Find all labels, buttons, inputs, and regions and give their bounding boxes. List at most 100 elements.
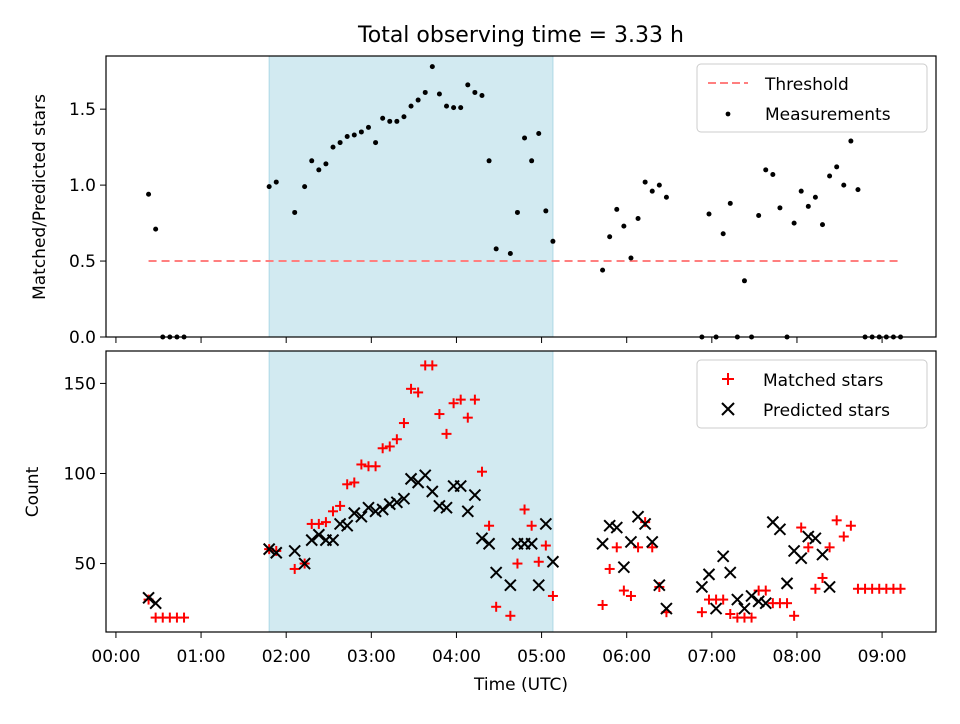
predicted-star-point <box>802 530 815 543</box>
predicted-star-point <box>390 496 404 509</box>
predicted-star-stroke-b <box>475 532 489 545</box>
matched-star-point <box>476 466 487 477</box>
predicted-star-stroke-b <box>802 530 815 543</box>
predicted-star-point <box>362 501 375 514</box>
predicted-star-point <box>773 523 787 536</box>
predicted-star-point <box>745 589 758 603</box>
legend-predicted-label: Predicted stars <box>763 401 890 421</box>
matched-star-point <box>377 443 388 454</box>
predicted-star-point <box>653 578 666 592</box>
ratio-y-axis-label: Matched/Predicted stars <box>30 94 50 300</box>
predicted-star-point <box>603 519 616 532</box>
predicted-star-stroke-b <box>624 535 638 549</box>
measurement-point <box>358 129 364 135</box>
predicted-star-stroke-b <box>270 546 283 559</box>
measurement-point <box>415 97 421 103</box>
predicted-star-stroke-b <box>149 596 162 610</box>
predicted-star-stroke-b <box>823 580 836 594</box>
matched-star-point <box>462 412 473 423</box>
predicted-star-stroke-b <box>731 593 744 606</box>
predicted-star-point <box>738 602 751 615</box>
observing-interval-band <box>268 55 554 338</box>
measurement-point <box>153 226 159 232</box>
matched-star-point <box>289 563 300 574</box>
predicted-star-point <box>142 591 155 604</box>
predicted-star-point <box>702 568 716 581</box>
predicted-star-point <box>646 535 659 549</box>
x-tick-label: 07:00 <box>687 647 736 667</box>
measurement-point <box>855 187 861 193</box>
measurement-point <box>436 91 442 97</box>
matched-star-point <box>540 540 551 551</box>
measurement-point <box>309 158 315 164</box>
predicted-star-point <box>489 566 503 579</box>
predicted-star-stroke-b <box>702 568 716 581</box>
count-y-axis-label: Count <box>23 466 43 517</box>
matched-star-point <box>491 601 502 612</box>
measurement-point <box>812 194 818 200</box>
predicted-star-point <box>383 497 396 511</box>
measurement-point <box>720 231 726 237</box>
predicted-star-stroke-b <box>759 596 772 610</box>
predicted-star-stroke-b <box>362 501 375 514</box>
matched-star-point <box>533 556 544 567</box>
measurement-point <box>507 250 513 256</box>
predicted-star-point <box>525 537 538 550</box>
predicted-star-stroke-b <box>489 566 503 579</box>
chart-title: Total observing time = 3.33 h <box>357 23 684 48</box>
predicted-star-stroke-b <box>653 578 666 592</box>
matched-star-point <box>349 477 360 488</box>
predicted-star-point <box>709 602 723 615</box>
matched-star-point <box>895 583 906 594</box>
matched-star-point <box>370 461 381 472</box>
matched-star-point <box>384 441 395 452</box>
matched-star-point <box>505 610 516 621</box>
measurement-point <box>273 179 279 185</box>
matched-star-point <box>789 610 800 621</box>
measurement-point <box>292 209 298 215</box>
measurement-point <box>798 188 804 194</box>
measurement-point <box>302 184 308 190</box>
measurement-point <box>656 182 662 188</box>
predicted-star-stroke-b <box>383 497 396 511</box>
predicted-star-stroke-b <box>461 505 475 518</box>
matched-star-point <box>746 612 757 623</box>
measurement-point <box>401 114 407 120</box>
predicted-star-point <box>298 557 311 570</box>
predicted-star-stroke-b <box>745 589 758 603</box>
measurement-point <box>486 158 492 164</box>
measurement-point <box>444 103 450 109</box>
ratio-legend-box <box>696 63 928 133</box>
predicted-star-stroke-b <box>433 499 446 513</box>
measurement-point <box>323 161 329 167</box>
measurement-point <box>536 130 542 136</box>
predicted-star-stroke-b <box>525 537 538 550</box>
predicted-star-point <box>262 542 276 556</box>
predicted-star-stroke-b <box>780 577 794 590</box>
predicted-star-point <box>731 593 744 606</box>
predicted-star-point <box>539 517 553 531</box>
x-tick-label: 06:00 <box>602 647 651 667</box>
x-tick-label: 08:00 <box>772 647 821 667</box>
measurement-point <box>337 140 343 146</box>
matched-star-point <box>434 409 445 420</box>
matched-star-point <box>271 545 282 556</box>
predicted-star-point <box>312 528 326 541</box>
y-tick-label: 150 <box>64 374 96 394</box>
predicted-star-stroke-b <box>631 510 645 523</box>
count-legend-box <box>696 359 928 429</box>
predicted-star-point <box>397 492 411 505</box>
predicted-star-stroke-b <box>816 548 829 561</box>
y-tick-label: 1.5 <box>69 100 96 120</box>
predicted-star-point <box>270 546 283 559</box>
measurement-point <box>351 132 357 138</box>
matched-star-point <box>824 542 835 553</box>
predicted-star-stroke-b <box>660 602 673 615</box>
predicted-star-point <box>348 506 361 520</box>
measurement-point <box>146 191 152 197</box>
predicted-star-stroke-b <box>709 602 723 615</box>
legend-threshold-label: Threshold <box>764 75 849 95</box>
matched-star-point <box>391 434 402 445</box>
matched-star-point <box>647 542 658 553</box>
